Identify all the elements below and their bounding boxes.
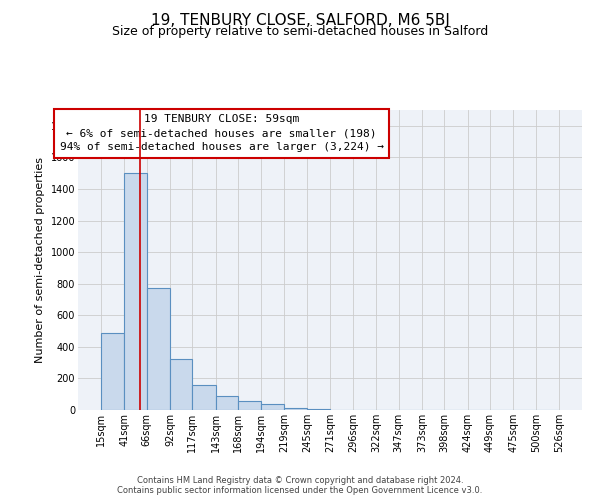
Bar: [215, 396, 238, 410]
Bar: [284, 408, 307, 410]
Bar: [307, 409, 331, 410]
Text: Contains public sector information licensed under the Open Government Licence v3: Contains public sector information licen…: [118, 486, 482, 495]
Bar: [170, 360, 193, 410]
Bar: [124, 173, 146, 410]
Bar: [146, 288, 170, 410]
Bar: [238, 402, 262, 410]
Bar: [262, 404, 284, 410]
Bar: [101, 332, 124, 410]
Text: Size of property relative to semi-detached houses in Salford: Size of property relative to semi-detach…: [112, 25, 488, 38]
Text: Contains HM Land Registry data © Crown copyright and database right 2024.: Contains HM Land Registry data © Crown c…: [137, 476, 463, 485]
Text: 19, TENBURY CLOSE, SALFORD, M6 5BJ: 19, TENBURY CLOSE, SALFORD, M6 5BJ: [151, 12, 449, 28]
Bar: [193, 384, 215, 410]
Y-axis label: Number of semi-detached properties: Number of semi-detached properties: [35, 157, 45, 363]
Text: 19 TENBURY CLOSE: 59sqm
← 6% of semi-detached houses are smaller (198)
94% of se: 19 TENBURY CLOSE: 59sqm ← 6% of semi-det…: [59, 114, 383, 152]
